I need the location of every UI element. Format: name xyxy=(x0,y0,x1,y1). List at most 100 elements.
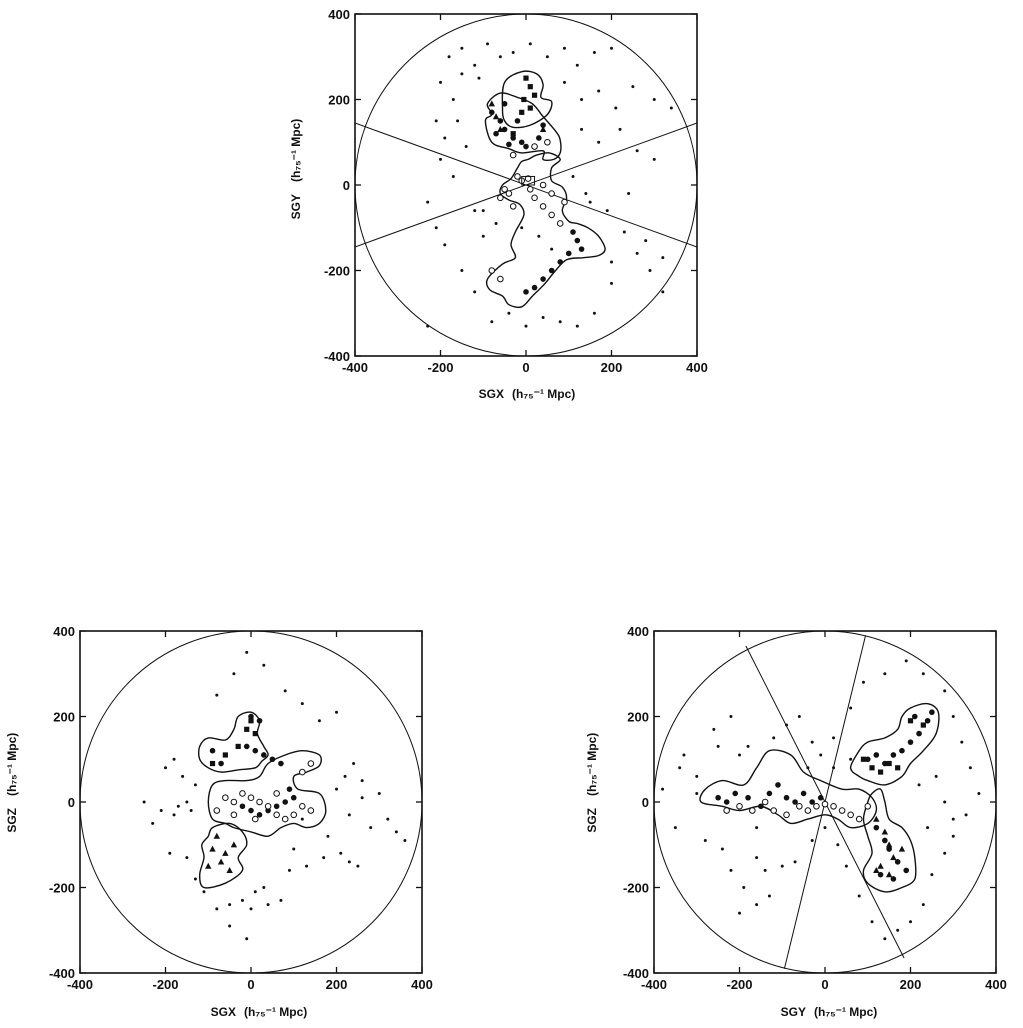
data-point-dot xyxy=(883,937,887,941)
data-point-dot xyxy=(661,787,665,791)
data-point-filled xyxy=(758,803,764,810)
data-point-open xyxy=(539,203,547,210)
data-point-open xyxy=(307,807,315,814)
data-point-dot xyxy=(575,324,579,328)
data-point-triangle xyxy=(230,841,238,848)
data-point-filled xyxy=(261,752,267,758)
data-point-triangle xyxy=(205,862,212,869)
data-point-dot xyxy=(917,783,921,787)
data-point-dot xyxy=(322,856,326,860)
data-point-open xyxy=(501,185,508,193)
data-point-open xyxy=(548,190,555,197)
data-point-dot xyxy=(810,740,814,744)
data-point-dot xyxy=(511,50,515,54)
data-point-open xyxy=(247,794,255,802)
data-point-dot xyxy=(159,809,163,813)
data-point-dot xyxy=(921,672,925,676)
data-point-dot xyxy=(558,320,562,324)
y-tick-label: 200 xyxy=(627,710,649,725)
data-point-dot xyxy=(202,890,206,894)
data-point-square xyxy=(895,765,901,771)
region-outline xyxy=(862,788,917,893)
data-point-filled xyxy=(890,876,897,882)
data-point-triangle xyxy=(885,871,893,878)
data-point-dot xyxy=(785,723,789,727)
data-point-dot xyxy=(249,907,253,911)
data-point-dot xyxy=(943,800,947,804)
data-point-filled xyxy=(929,709,935,716)
data-point-dot xyxy=(896,928,900,932)
data-point-dot xyxy=(386,817,390,821)
data-point-dot xyxy=(279,898,283,902)
data-point-filled xyxy=(557,259,563,265)
y-tick-label: -200 xyxy=(324,264,350,279)
data-point-dot xyxy=(580,127,584,131)
data-point-dot xyxy=(403,838,407,842)
data-point-open xyxy=(497,194,504,202)
data-point-triangle xyxy=(226,867,233,873)
data-point-dot xyxy=(673,826,677,830)
data-point-open xyxy=(749,807,756,814)
data-point-dot xyxy=(189,809,193,813)
data-point-dot xyxy=(849,706,853,710)
y-axis-label: SGY xyxy=(289,194,303,219)
data-point-dot xyxy=(909,920,912,924)
data-point-dot xyxy=(232,672,236,676)
data-point-filled xyxy=(540,122,546,128)
data-point-filled xyxy=(523,289,529,295)
data-point-square xyxy=(519,109,525,115)
data-point-dot xyxy=(635,251,639,255)
data-point-dot xyxy=(507,311,511,315)
data-point-filled xyxy=(817,794,824,801)
x-axis-label: SGY xyxy=(781,1005,806,1019)
data-point-dot xyxy=(335,787,338,791)
data-point-dot xyxy=(597,89,601,93)
data-point-dot xyxy=(434,119,438,123)
data-point-filled xyxy=(574,237,581,244)
data-point-dot xyxy=(755,856,759,860)
data-point-filled xyxy=(531,284,538,291)
data-point-dot xyxy=(537,234,541,238)
y-axis-label: SGZ xyxy=(585,808,599,833)
data-point-dot xyxy=(742,886,746,889)
data-point-filled xyxy=(497,118,504,124)
data-point-dot xyxy=(394,830,398,834)
data-point-triangle xyxy=(877,862,884,869)
data-point-dot xyxy=(352,762,356,766)
data-point-triangle xyxy=(213,832,220,839)
data-point-dot xyxy=(610,260,613,264)
data-point-square xyxy=(252,731,258,737)
data-point-dot xyxy=(618,127,622,131)
data-point-filled xyxy=(286,786,293,792)
data-point-dot xyxy=(347,860,351,864)
data-point-square xyxy=(209,760,216,767)
data-point-dot xyxy=(849,757,853,761)
region-outline xyxy=(485,152,606,309)
data-point-dot xyxy=(292,847,296,851)
data-point-open xyxy=(273,811,280,819)
data-point-dot xyxy=(369,826,373,830)
data-point-open xyxy=(796,802,803,810)
x-axis-unit: (h₇₅⁻¹ Mpc) xyxy=(814,1005,877,1019)
data-point-dot xyxy=(439,157,442,161)
data-point-open xyxy=(307,760,315,767)
data-point-dot xyxy=(968,766,972,770)
data-point-dot xyxy=(456,119,460,123)
data-point-filled xyxy=(239,803,246,810)
data-point-dot xyxy=(520,226,524,230)
x-axis-label: SGX xyxy=(211,1005,236,1019)
x-tick-label: 0 xyxy=(522,360,529,375)
y-tick-label: -200 xyxy=(49,881,75,896)
data-point-open xyxy=(251,815,259,823)
data-point-dot xyxy=(575,63,579,67)
data-point-triangle xyxy=(873,815,880,822)
data-point-filled xyxy=(565,250,572,257)
data-point-dot xyxy=(343,774,347,778)
data-point-dot xyxy=(262,663,266,667)
data-point-dot xyxy=(738,911,741,915)
data-point-dot xyxy=(610,281,613,285)
data-point-dot xyxy=(245,650,249,654)
data-point-open xyxy=(723,807,730,814)
data-point-dot xyxy=(185,856,189,860)
